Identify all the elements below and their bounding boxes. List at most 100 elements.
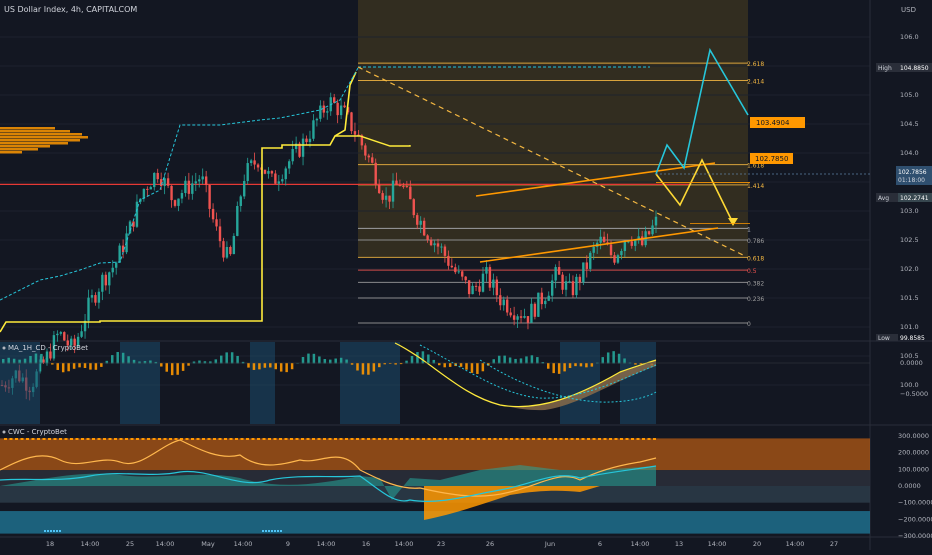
current-price-tag: 102.7856 01:18:00: [896, 166, 932, 185]
macd-histogram-bar: [405, 360, 408, 364]
candle-body: [59, 332, 63, 334]
cwc-signal-dot: [620, 438, 623, 440]
cwc-signal-dot: [328, 438, 332, 440]
cwc-marker: [50, 530, 52, 532]
candle-body: [495, 279, 499, 296]
cwc-signal-dot: [521, 438, 524, 440]
candle-body: [384, 195, 388, 200]
macd-histogram-bar: [383, 363, 386, 365]
macd-histogram-bar: [438, 363, 441, 366]
avg-label: Avg: [878, 195, 889, 202]
candle-body: [149, 187, 152, 190]
fib-label-1.414: 1.414: [747, 183, 764, 190]
macd-histogram-bar: [34, 353, 38, 364]
macd-slow: [479, 359, 657, 403]
macd-histogram-bar: [421, 351, 425, 364]
cwc-signal-dot: [433, 438, 436, 440]
candle-body: [478, 286, 481, 292]
step-moving-average-2: [335, 135, 411, 147]
price-tag-2: 102.7850: [750, 153, 793, 164]
x-tick-label: 14:00: [317, 540, 336, 548]
candle-body: [305, 138, 308, 143]
macd-histogram-bar: [252, 363, 256, 370]
fib-label-1.618: 1.618: [747, 163, 764, 170]
macd-histogram-bar: [160, 363, 163, 367]
candle-body: [416, 215, 419, 225]
cwc-signal-dot: [180, 438, 183, 440]
cwc-signal-dot: [224, 438, 227, 440]
cwc-marker: [265, 530, 267, 532]
macd-histogram-bar: [220, 355, 223, 364]
macd-histogram-bar: [574, 363, 577, 367]
x-tick-label: 14:00: [234, 540, 253, 548]
cwc-signal-dot: [631, 438, 634, 440]
cwc-signal-dot: [158, 438, 161, 440]
cwc-signal-dot: [642, 438, 645, 440]
candle-body: [315, 118, 319, 121]
candle-body: [232, 235, 236, 255]
y-tick-label: 101.0: [900, 323, 919, 331]
high-tag: High 104.8850: [876, 63, 932, 72]
cwc-signal-dot: [565, 438, 568, 440]
candle-body: [94, 295, 97, 303]
cwc-signal-dot: [9, 438, 13, 440]
candle-body: [350, 112, 353, 132]
candle-body: [374, 162, 377, 185]
cwc-signal-dot: [334, 438, 337, 440]
macd-histogram-bar: [165, 363, 168, 372]
candle-body: [108, 272, 111, 286]
high-label: High: [878, 65, 892, 72]
candle-body: [512, 315, 516, 320]
cwc-signal-dot: [4, 438, 7, 440]
macd-histogram-bar: [61, 363, 65, 373]
macd-histogram-bar: [56, 363, 59, 370]
cwc-signal-dot: [75, 438, 79, 440]
candle-body: [294, 143, 298, 150]
x-tick-label: 23: [437, 540, 445, 548]
macd-histogram-bar: [492, 359, 495, 364]
candle-body: [118, 245, 121, 263]
macd-tick-label: −0.5000: [900, 390, 928, 398]
cwc-signal-dot: [53, 438, 57, 440]
candle-body: [533, 303, 537, 317]
macd-histogram-bar: [356, 363, 359, 371]
cwc-signal-dot: [169, 438, 172, 440]
x-tick-label: 14:00: [708, 540, 727, 548]
channel-top: [475, 162, 716, 197]
candle-body: [70, 338, 73, 346]
cwc-signal-dot: [510, 438, 513, 440]
cwc-signal-dot: [15, 438, 18, 440]
macd-histogram-bar: [138, 361, 141, 364]
cwc-signal-dot: [438, 438, 442, 440]
candle-body: [454, 267, 457, 273]
candle-body: [502, 299, 505, 306]
volume-profile-bar: [0, 127, 55, 130]
macd-band: [250, 342, 275, 424]
candle-body: [274, 173, 277, 184]
macd-histogram-bar: [367, 363, 370, 375]
macd-histogram-bar: [187, 363, 190, 366]
macd-histogram-bar: [29, 355, 32, 364]
macd-histogram-bar: [361, 363, 365, 375]
macd-histogram-bar: [121, 352, 125, 364]
cwc-signal-dot: [37, 438, 40, 440]
candle-body: [519, 316, 523, 318]
cwc-negative-area: [424, 486, 600, 520]
candle-body: [530, 303, 533, 323]
cwc-signal-dot: [136, 438, 139, 440]
cwc-signal-dot: [411, 438, 414, 440]
candle-body: [640, 236, 644, 246]
projection-arrow: [728, 218, 738, 226]
macd-histogram-bar: [416, 352, 419, 364]
candle-body: [343, 105, 346, 108]
candle-body: [38, 359, 42, 372]
candle-body: [357, 134, 360, 136]
y-tick-label: 103.0: [900, 207, 919, 215]
macd-histogram-bar: [339, 357, 343, 364]
cwc-signal-dot: [394, 438, 398, 440]
candle-body: [433, 243, 436, 246]
cwc-signal-dot: [290, 438, 293, 440]
macd-signal: [419, 344, 657, 399]
